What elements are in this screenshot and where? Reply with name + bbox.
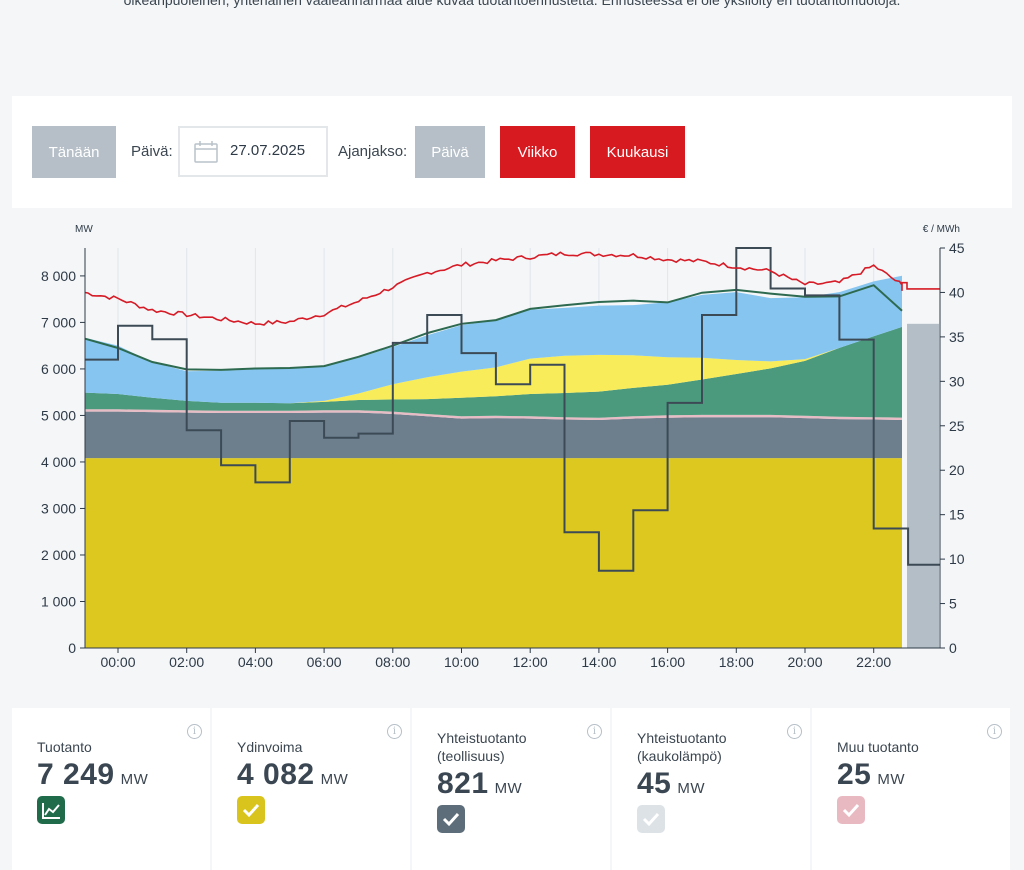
card-other-production: Muu tuotanto 25 MW i [812, 708, 1010, 854]
production-chart: 0 1 000 2 000 3 000 4 000 5 000 6 000 7 000 8 00… [12, 208, 1012, 708]
x-tick-label: 12:00 [513, 654, 548, 670]
card-value: 25 MW [837, 758, 906, 791]
x-tick-label: 10:00 [444, 654, 479, 670]
production-chart-svg: 0 1 000 2 000 3 000 4 000 5 000 6 000 7 000 8 00… [41, 224, 965, 670]
left-tick-label: 2 000 [41, 547, 76, 563]
consumption-line [85, 247, 940, 572]
right-tick-label: 5 [949, 596, 957, 612]
card-production: Tuotanto 7 249 MW i [12, 708, 210, 854]
card-row-2 [612, 854, 810, 870]
check-icon [837, 796, 865, 824]
x-tick-label: 02:00 [169, 654, 204, 670]
card-title: Yhteistuotanto (kaukolämpö) [637, 730, 727, 764]
forecast-area [907, 323, 939, 648]
x-tick-label: 06:00 [307, 654, 342, 670]
area-wind [85, 275, 902, 404]
x-tick-label: 18:00 [719, 654, 754, 670]
check-icon [437, 805, 465, 833]
card-row-2 [412, 854, 610, 870]
left-tick-label: 6 000 [41, 361, 76, 377]
production-line [84, 284, 903, 371]
left-tick-label: 1 000 [41, 593, 76, 609]
card-value: 821 MW [437, 767, 523, 800]
date-picker[interactable] [178, 126, 328, 177]
right-tick-label: 10 [949, 551, 965, 567]
card-chp-industry: Yhteistuotanto (teollisuus) 821 MW i [412, 708, 610, 854]
x-tick-label: 08:00 [375, 654, 410, 670]
left-tick-label: 3 000 [41, 500, 76, 516]
price-line [84, 251, 940, 326]
card-value: 7 249 MW [37, 758, 149, 791]
info-icon[interactable]: i [787, 724, 802, 739]
right-tick-label: 0 [949, 640, 957, 656]
x-tick-label: 16:00 [650, 654, 685, 670]
area-hydro [85, 326, 902, 418]
right-tick-label: 20 [949, 462, 965, 478]
card-value: 45 MW [637, 767, 706, 800]
card-title: Yhteistuotanto (teollisuus) [437, 730, 527, 764]
card-value: 4 082 MW [237, 758, 349, 791]
check-icon [237, 796, 265, 824]
card-title: Tuotanto [37, 739, 92, 755]
card-row-2 [812, 854, 1010, 870]
period-week-button[interactable]: Viikko [500, 126, 575, 178]
date-input[interactable] [230, 142, 322, 159]
x-tick-label: 00:00 [100, 654, 135, 670]
area-other [85, 409, 902, 420]
card-chp-district-heating: Yhteistuotanto (kaukolämpö) 45 MW i [612, 708, 810, 854]
x-tick-label: 22:00 [856, 654, 891, 670]
chart-line-icon [37, 796, 65, 824]
calendar-icon[interactable] [194, 141, 218, 163]
period-label: Ajanjakso: [338, 143, 408, 160]
day-label: Päivä: [131, 143, 173, 160]
right-tick-label: 35 [949, 329, 965, 345]
right-tick-label: 45 [949, 240, 965, 256]
summary-cards: Tuotanto 7 249 MW i Ydinvoima 4 082 MW i Y… [12, 708, 1012, 870]
card-title: Ydinvoima [237, 739, 303, 755]
check-icon [637, 805, 665, 833]
x-tick-label: 04:00 [238, 654, 273, 670]
area-solar [85, 326, 902, 404]
card-row-2 [12, 854, 210, 870]
area-chp_industry [85, 411, 902, 459]
period-month-button[interactable]: Kuukausi [590, 126, 685, 178]
today-button[interactable]: Tänään [32, 126, 116, 178]
date-controls: Tänään Päivä: Ajanjakso: Päivä Viikko Ku… [12, 96, 1012, 208]
right-tick-label: 15 [949, 507, 965, 523]
left-axis-unit: MW [75, 224, 93, 235]
left-tick-label: 0 [68, 640, 76, 656]
info-icon[interactable]: i [387, 724, 402, 739]
info-icon[interactable]: i [587, 724, 602, 739]
right-tick-label: 25 [949, 418, 965, 434]
right-axis-unit: € / MWh [923, 224, 960, 235]
period-day-button[interactable]: Päivä [415, 126, 485, 178]
card-nuclear: Ydinvoima 4 082 MW i [212, 708, 410, 854]
right-tick-label: 30 [949, 373, 965, 389]
info-icon[interactable]: i [187, 724, 202, 739]
card-title: Muu tuotanto [837, 739, 919, 755]
right-tick-label: 40 [949, 284, 965, 300]
intro-text: oikeanpuoleinen, yhtenäinen vaaleanharma… [123, 0, 901, 8]
left-tick-label: 7 000 [41, 314, 76, 330]
x-tick-label: 14:00 [581, 654, 616, 670]
x-tick-label: 20:00 [787, 654, 822, 670]
left-tick-label: 5 000 [41, 407, 76, 423]
card-row-2 [212, 854, 410, 870]
left-tick-label: 8 000 [41, 268, 76, 284]
info-icon[interactable]: i [987, 724, 1002, 739]
left-tick-label: 4 000 [41, 454, 76, 470]
area-nuclear [85, 458, 902, 648]
